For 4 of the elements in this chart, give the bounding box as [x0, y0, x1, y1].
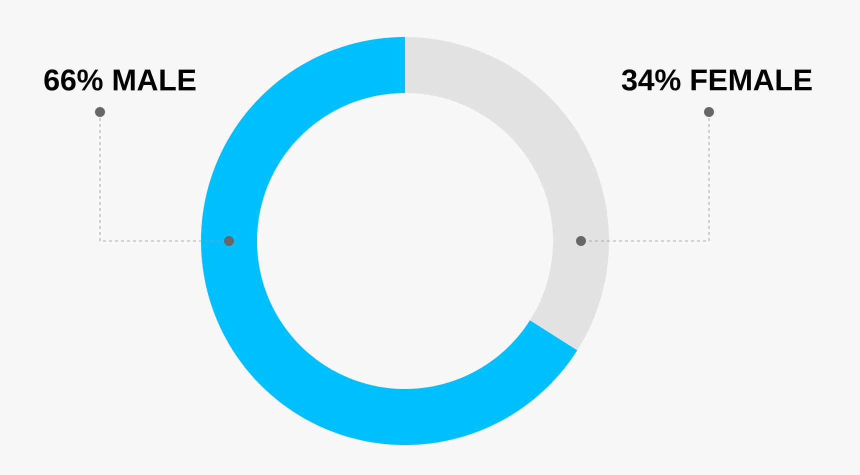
data-label: 34% [622, 69, 680, 91]
data-label: 66% [44, 69, 103, 91]
slice-label: FEMALE [692, 70, 812, 90]
slice-label: MALE [114, 70, 196, 90]
